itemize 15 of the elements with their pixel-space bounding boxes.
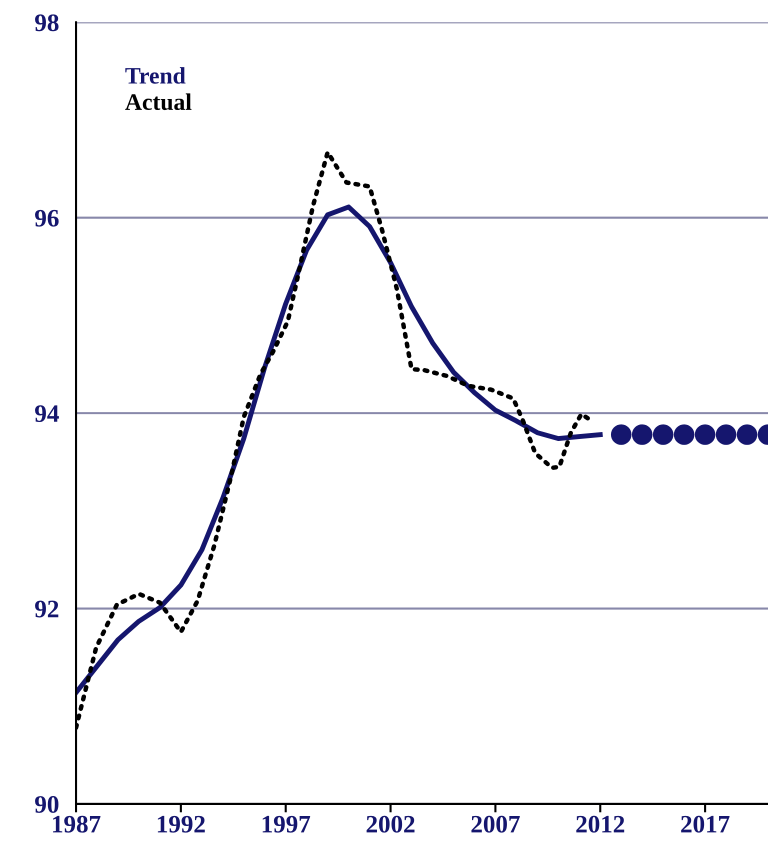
line-series xyxy=(76,204,603,695)
x-tick-label: 1987 xyxy=(53,816,100,833)
text: Actual xyxy=(125,93,192,110)
y-tick-label: 90 xyxy=(35,796,58,813)
x-tick-label: 2017 xyxy=(681,816,730,833)
y-tick-label: 94 xyxy=(35,405,59,422)
text: Trend xyxy=(125,67,186,84)
y-tick-label: 98 xyxy=(35,14,59,32)
x-tick-label: 2012 xyxy=(576,816,624,833)
x-tick-label: 1997 xyxy=(262,816,310,833)
x-tick-label: 1992 xyxy=(158,816,205,833)
y-tick-label: 96 xyxy=(35,210,59,227)
x-tick-label: 2002 xyxy=(366,816,414,833)
y-tick-label: 92 xyxy=(35,600,58,618)
x-tick-label: 2007 xyxy=(471,816,520,833)
